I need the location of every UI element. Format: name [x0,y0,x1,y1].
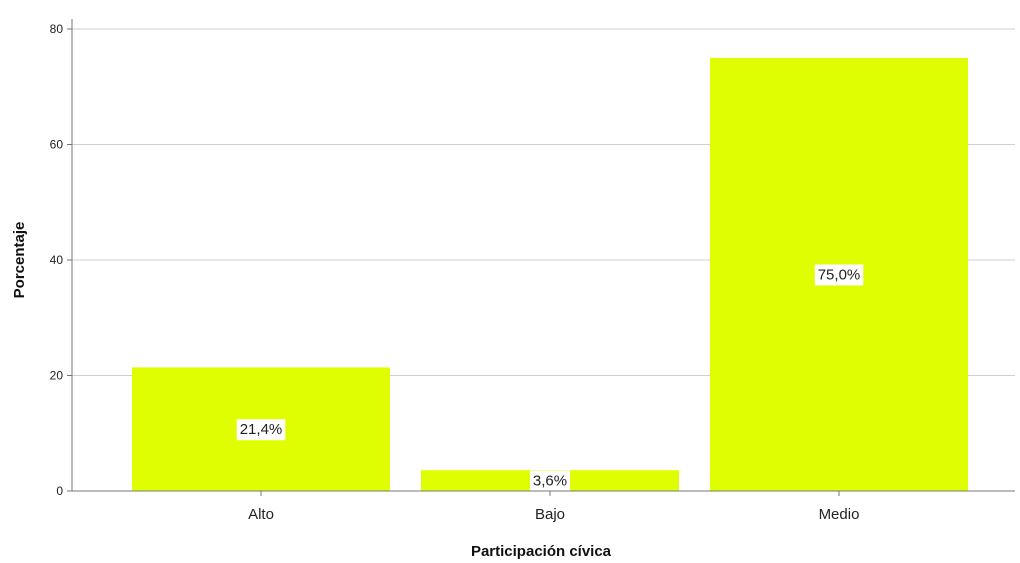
data-label-text: 75,0% [818,266,861,283]
y-tick-label: 20 [50,369,64,383]
y-tick-label: 0 [56,484,63,498]
y-tick-label: 80 [50,22,64,36]
data-label-background [814,264,864,286]
x-category-label: Medio [819,506,860,523]
y-tick-label: 60 [50,138,64,152]
data-label-background [529,470,571,492]
x-axis-categories: Alto Bajo Medio [248,491,859,523]
data-label-text: 3,6% [533,473,567,490]
x-category-label: Bajo [535,506,565,523]
data-label-medio: 75,0% [814,264,864,286]
x-axis-title: Participación cívica [471,543,612,560]
bars [132,57,968,491]
data-label-bajo: 3,6% [529,470,571,492]
y-axis-title: Porcentaje [11,222,28,299]
x-category-label: Alto [248,506,274,523]
data-label-background [236,419,286,441]
data-labels: 21,4% 3,6% 75,0% [236,264,864,492]
y-tick-label: 40 [50,253,64,267]
y-axis-ticks: 0 20 40 60 80 [50,22,72,498]
data-label-text: 21,4% [240,421,283,438]
data-label-alto: 21,4% [236,419,286,441]
